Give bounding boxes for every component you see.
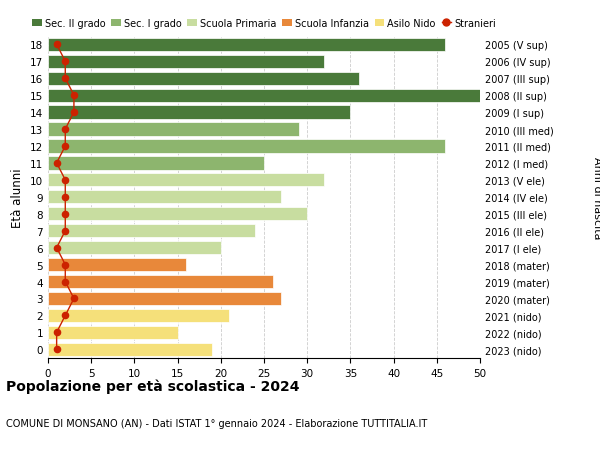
Legend: Sec. II grado, Sec. I grado, Scuola Primaria, Scuola Infanzia, Asilo Nido, Stran: Sec. II grado, Sec. I grado, Scuola Prim… bbox=[32, 19, 496, 28]
Text: Anni di nascita: Anni di nascita bbox=[592, 156, 600, 239]
Bar bbox=[48, 90, 480, 102]
Point bbox=[61, 58, 70, 66]
Bar bbox=[48, 275, 272, 289]
Point bbox=[61, 194, 70, 201]
Bar bbox=[48, 207, 307, 221]
Point bbox=[61, 278, 70, 285]
Bar bbox=[48, 39, 445, 52]
Point bbox=[61, 228, 70, 235]
Point bbox=[69, 295, 79, 302]
Point bbox=[61, 211, 70, 218]
Bar bbox=[48, 326, 178, 339]
Bar bbox=[48, 292, 281, 305]
Text: Popolazione per età scolastica - 2024: Popolazione per età scolastica - 2024 bbox=[6, 379, 299, 393]
Point bbox=[52, 41, 61, 49]
Point bbox=[61, 177, 70, 184]
Bar bbox=[48, 73, 359, 85]
Point bbox=[61, 261, 70, 269]
Point bbox=[61, 126, 70, 134]
Bar bbox=[48, 157, 264, 170]
Bar bbox=[48, 258, 186, 272]
Point bbox=[61, 143, 70, 150]
Bar bbox=[48, 123, 299, 136]
Point bbox=[69, 92, 79, 100]
Point bbox=[52, 346, 61, 353]
Point bbox=[52, 245, 61, 252]
Text: COMUNE DI MONSANO (AN) - Dati ISTAT 1° gennaio 2024 - Elaborazione TUTTITALIA.IT: COMUNE DI MONSANO (AN) - Dati ISTAT 1° g… bbox=[6, 418, 427, 428]
Bar bbox=[48, 343, 212, 356]
Bar bbox=[48, 224, 256, 238]
Y-axis label: Età alunni: Età alunni bbox=[11, 168, 25, 227]
Point bbox=[69, 109, 79, 117]
Bar bbox=[48, 56, 325, 69]
Point bbox=[52, 160, 61, 167]
Point bbox=[61, 312, 70, 319]
Bar bbox=[48, 309, 229, 322]
Bar bbox=[48, 106, 350, 119]
Point bbox=[52, 329, 61, 336]
Bar bbox=[48, 191, 281, 204]
Bar bbox=[48, 140, 445, 153]
Point bbox=[61, 75, 70, 83]
Bar bbox=[48, 241, 221, 255]
Bar bbox=[48, 174, 325, 187]
